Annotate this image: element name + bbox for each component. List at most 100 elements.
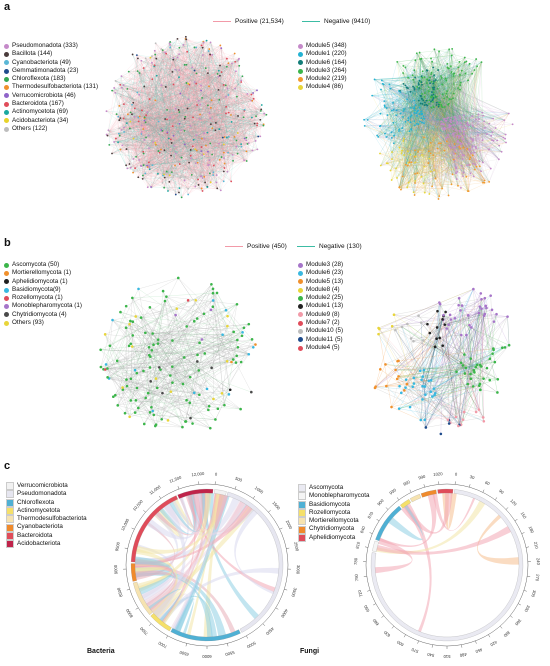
network-edge: [414, 142, 431, 174]
network-edge: [151, 62, 227, 114]
network-edge: [222, 89, 229, 153]
network-edge: [199, 118, 245, 139]
network-edge: [186, 82, 239, 117]
network-edge: [138, 117, 150, 167]
network-edge: [407, 115, 418, 152]
network-edge: [146, 165, 181, 178]
network-edge: [170, 117, 209, 152]
network-node: [154, 141, 157, 144]
network-edge: [158, 44, 184, 152]
network-edge: [397, 55, 452, 62]
network-edge: [154, 65, 225, 169]
network-edge: [414, 100, 443, 189]
network-edge: [432, 98, 455, 154]
network-edge: [210, 54, 258, 115]
network-edge: [178, 53, 235, 111]
network-edge: [438, 82, 461, 144]
network-node: [259, 135, 262, 138]
network-edge: [123, 118, 127, 166]
network-edge: [210, 118, 253, 151]
network-edge: [384, 106, 456, 168]
network-edge: [215, 94, 252, 131]
network-edge: [457, 67, 459, 172]
network-edge: [208, 74, 237, 141]
network-edge: [164, 119, 178, 150]
network-edge: [225, 85, 247, 152]
network-edge: [210, 124, 229, 153]
network-edge: [407, 70, 428, 100]
network-edge: [447, 48, 453, 138]
network-edge: [111, 114, 129, 154]
network-edge: [147, 154, 203, 188]
network-edge: [144, 89, 219, 118]
network-node: [209, 117, 212, 120]
network-edge: [438, 106, 472, 139]
network-node: [164, 118, 167, 120]
network-edge: [440, 75, 458, 137]
network-edge: [384, 73, 455, 106]
network-edge: [134, 116, 165, 188]
network-edge: [210, 42, 221, 66]
network-edge: [418, 151, 456, 168]
network-edge: [139, 54, 180, 117]
network-edge: [166, 59, 174, 172]
network-edge: [106, 111, 204, 155]
network-edge: [405, 85, 440, 197]
network-edge: [175, 36, 186, 70]
network-edge: [167, 48, 222, 192]
network-edge: [141, 68, 162, 126]
network-edge: [149, 50, 163, 168]
network-edge: [403, 80, 420, 110]
network-edge: [170, 117, 214, 176]
network-edge: [137, 70, 258, 91]
network-edge: [188, 150, 253, 195]
network-edge: [414, 105, 428, 126]
network-edge: [384, 106, 509, 114]
network-edge: [445, 128, 458, 172]
network-edge: [119, 128, 160, 153]
network-node: [165, 52, 168, 55]
network-edge: [119, 120, 224, 172]
network-edge: [468, 125, 506, 135]
network-edge: [188, 41, 204, 84]
network-node: [178, 191, 180, 194]
network-edge: [423, 100, 460, 137]
network-edge: [148, 165, 210, 174]
network-edge: [203, 42, 214, 166]
network-edge: [419, 58, 499, 160]
network-edge: [144, 63, 229, 121]
network-edge: [453, 153, 483, 163]
network-edge: [136, 54, 197, 74]
network-edge: [148, 50, 163, 167]
network-edge: [438, 51, 457, 168]
network-edge: [218, 114, 258, 144]
network-edge: [435, 116, 455, 179]
network-edge: [433, 106, 452, 126]
network-edge: [446, 140, 494, 142]
network-edge: [195, 186, 202, 189]
network-edge: [212, 128, 223, 138]
network-edge: [220, 150, 253, 191]
network-edge: [141, 94, 252, 135]
network-edge: [153, 137, 227, 143]
network-edge: [210, 42, 227, 97]
network-node: [186, 107, 189, 110]
network-edge: [141, 75, 157, 133]
network-edge: [119, 75, 220, 121]
network-edge: [188, 99, 227, 107]
network-edge: [145, 58, 194, 118]
network-edge: [170, 47, 224, 172]
network-edge: [134, 104, 229, 109]
network-node: [221, 136, 224, 139]
network-edge: [106, 134, 224, 182]
network-edge: [432, 100, 506, 135]
network-edge: [380, 89, 464, 173]
network-node: [212, 171, 215, 174]
network-edge: [151, 162, 198, 188]
network-edge: [144, 117, 199, 180]
network-node: [142, 164, 145, 167]
network-edge: [137, 70, 189, 100]
network-edge: [402, 73, 466, 177]
network-edge: [190, 114, 216, 123]
network-edge: [407, 134, 506, 166]
